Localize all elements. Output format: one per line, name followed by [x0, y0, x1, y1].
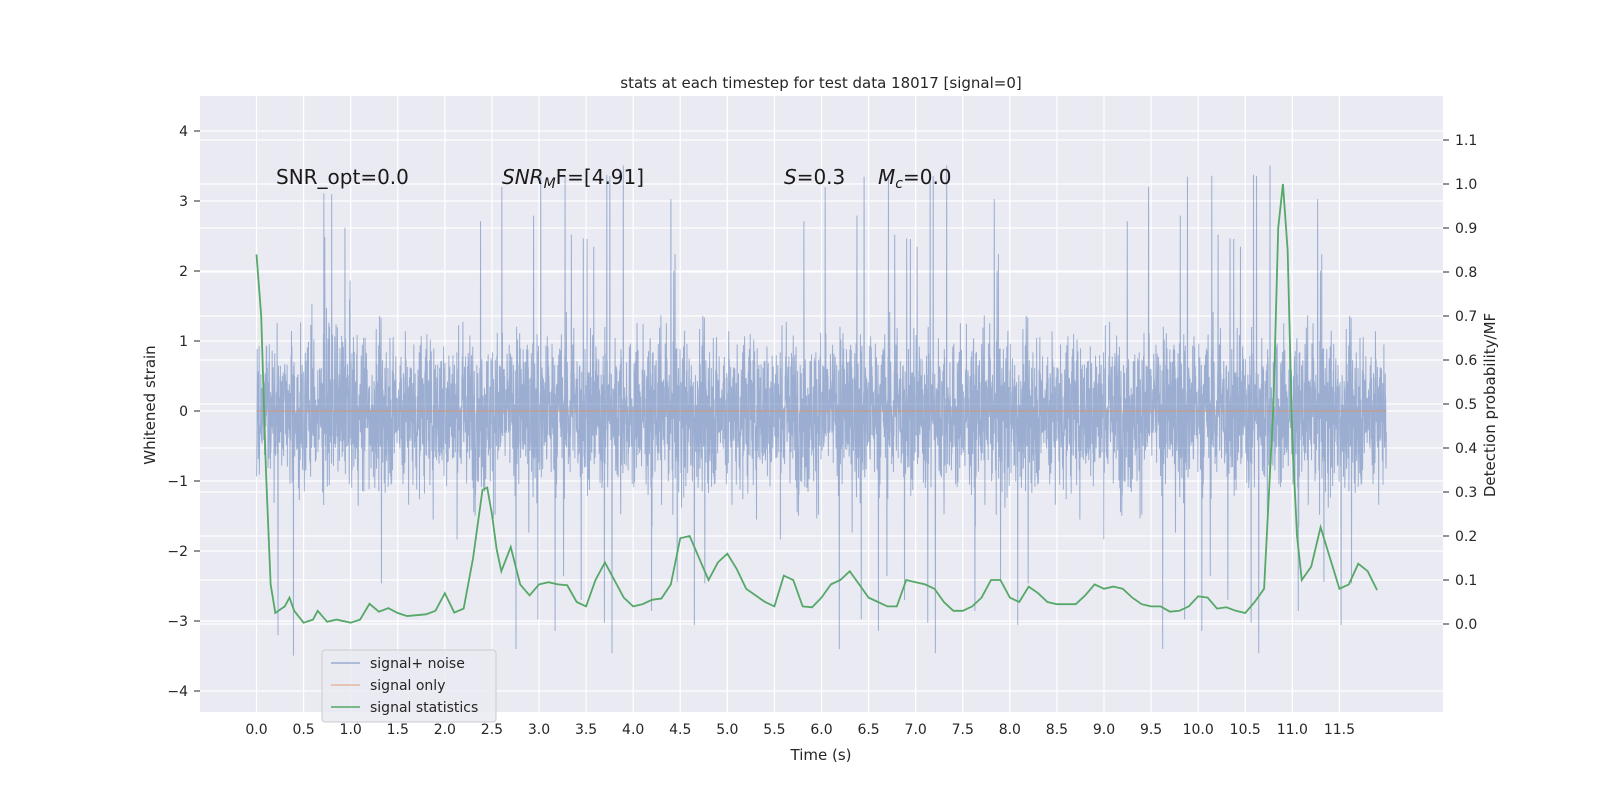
y-left-tick-label: 0 [179, 404, 188, 420]
y-right-tick-label: 0.8 [1455, 265, 1477, 281]
x-tick-label: 4.0 [622, 722, 644, 738]
y-right-tick-label: 0.0 [1455, 617, 1477, 633]
legend: signal+ noise signal only signal statist… [321, 649, 497, 723]
annotation-mc: Mc=0.0 [878, 165, 952, 192]
annotation-s-value: =0.3 [797, 165, 846, 189]
annotation-snr-mf-sub: M [544, 176, 556, 192]
x-tick-label: 10.5 [1230, 722, 1261, 738]
x-tick-label: 11.0 [1277, 722, 1308, 738]
legend-label-signal-only: signal only [370, 678, 445, 694]
y-left-tick-label: 2 [179, 264, 188, 280]
x-tick-label: 8.5 [1046, 722, 1068, 738]
x-tick-label: 1.5 [387, 722, 409, 738]
y-right-tick-label: 0.7 [1455, 309, 1477, 325]
x-tick-label: 0.0 [245, 722, 267, 738]
x-tick-label: 7.5 [952, 722, 974, 738]
x-tick-label: 7.0 [905, 722, 927, 738]
annotation-snr-mf-base: SNR [502, 165, 544, 189]
y-left-tick-label: −2 [167, 544, 188, 560]
annotation-mc-value: =0.0 [903, 165, 952, 189]
x-tick-label: 2.0 [434, 722, 456, 738]
annotation-snr-opt: SNR_opt=0.0 [276, 165, 409, 189]
y-right-axis-label: Detection probability/MF [1481, 313, 1499, 497]
legend-label-signal-statistics: signal statistics [370, 700, 478, 716]
x-tick-label: 6.0 [810, 722, 832, 738]
chart-title: stats at each timestep for test data 180… [620, 74, 1021, 92]
x-axis-ticks: 0.0 0.5 1.0 1.5 2.0 2.5 3.0 3.5 4.0 4.5 5.0 5.5 6.0 6… [245, 722, 1355, 738]
y-right-tick-label: 1.1 [1455, 133, 1477, 149]
y-right-tick-label: 0.6 [1455, 353, 1477, 369]
y-left-tick-label: 3 [179, 194, 188, 210]
x-tick-label: 0.5 [292, 722, 314, 738]
annotation-s-symbol: S [784, 165, 797, 189]
y-right-tick-label: 0.1 [1455, 573, 1477, 589]
x-axis-label: Time (s) [790, 746, 852, 764]
x-tick-label: 9.0 [1093, 722, 1115, 738]
y-left-axis-ticks: −4 −3 −2 −1 0 1 2 3 4 [167, 124, 200, 700]
x-tick-label: 4.5 [669, 722, 691, 738]
y-right-tick-label: 0.9 [1455, 221, 1477, 237]
annotations: SNR_opt=0.0 SNRMF=[4.91] S=0.3 Mc=0.0 [276, 165, 952, 192]
series-signal-statistics [255, 183, 1378, 624]
legend-box [321, 649, 497, 723]
annotation-snr-mf: SNRMF=[4.91] [502, 165, 644, 192]
y-left-axis-label: Whitened strain [141, 345, 159, 464]
annotation-mc-sub: c [895, 176, 903, 192]
x-tick-label: 2.5 [481, 722, 503, 738]
x-tick-label: 5.0 [716, 722, 738, 738]
x-tick-label: 5.5 [763, 722, 785, 738]
y-left-tick-label: −1 [167, 474, 188, 490]
x-tick-label: 3.5 [575, 722, 597, 738]
x-tick-label: 3.0 [528, 722, 550, 738]
x-tick-label: 1.0 [340, 722, 362, 738]
x-tick-label: 10.0 [1183, 722, 1214, 738]
x-tick-label: 8.0 [999, 722, 1021, 738]
y-left-tick-label: 1 [179, 334, 188, 350]
annotation-snr-mf-rest: F=[4.91] [556, 165, 644, 189]
y-left-tick-label: −3 [167, 614, 188, 630]
y-right-tick-label: 0.4 [1455, 441, 1477, 457]
y-right-axis-ticks: 0.0 0.1 0.2 0.3 0.4 0.5 0.6 0.7 0.8 0.9 1.0 1.1 [1443, 133, 1477, 633]
y-left-tick-label: 4 [179, 124, 188, 140]
y-right-tick-label: 0.2 [1455, 529, 1477, 545]
x-tick-label: 9.5 [1140, 722, 1162, 738]
annotation-s: S=0.3 [784, 165, 845, 189]
x-tick-label: 6.5 [857, 722, 879, 738]
x-tick-label: 11.5 [1324, 722, 1355, 738]
y-left-tick-label: −4 [167, 684, 188, 700]
y-right-tick-label: 0.3 [1455, 485, 1477, 501]
series-signal-plus-noise [256, 165, 1387, 656]
annotation-mc-symbol: M [878, 165, 895, 189]
y-right-tick-label: 1.0 [1455, 177, 1477, 193]
y-right-tick-label: 0.5 [1455, 397, 1477, 413]
legend-label-signal-plus-noise: signal+ noise [370, 656, 465, 672]
signal-plus-noise-line [256, 165, 1387, 656]
signal-statistics-line [255, 183, 1378, 624]
